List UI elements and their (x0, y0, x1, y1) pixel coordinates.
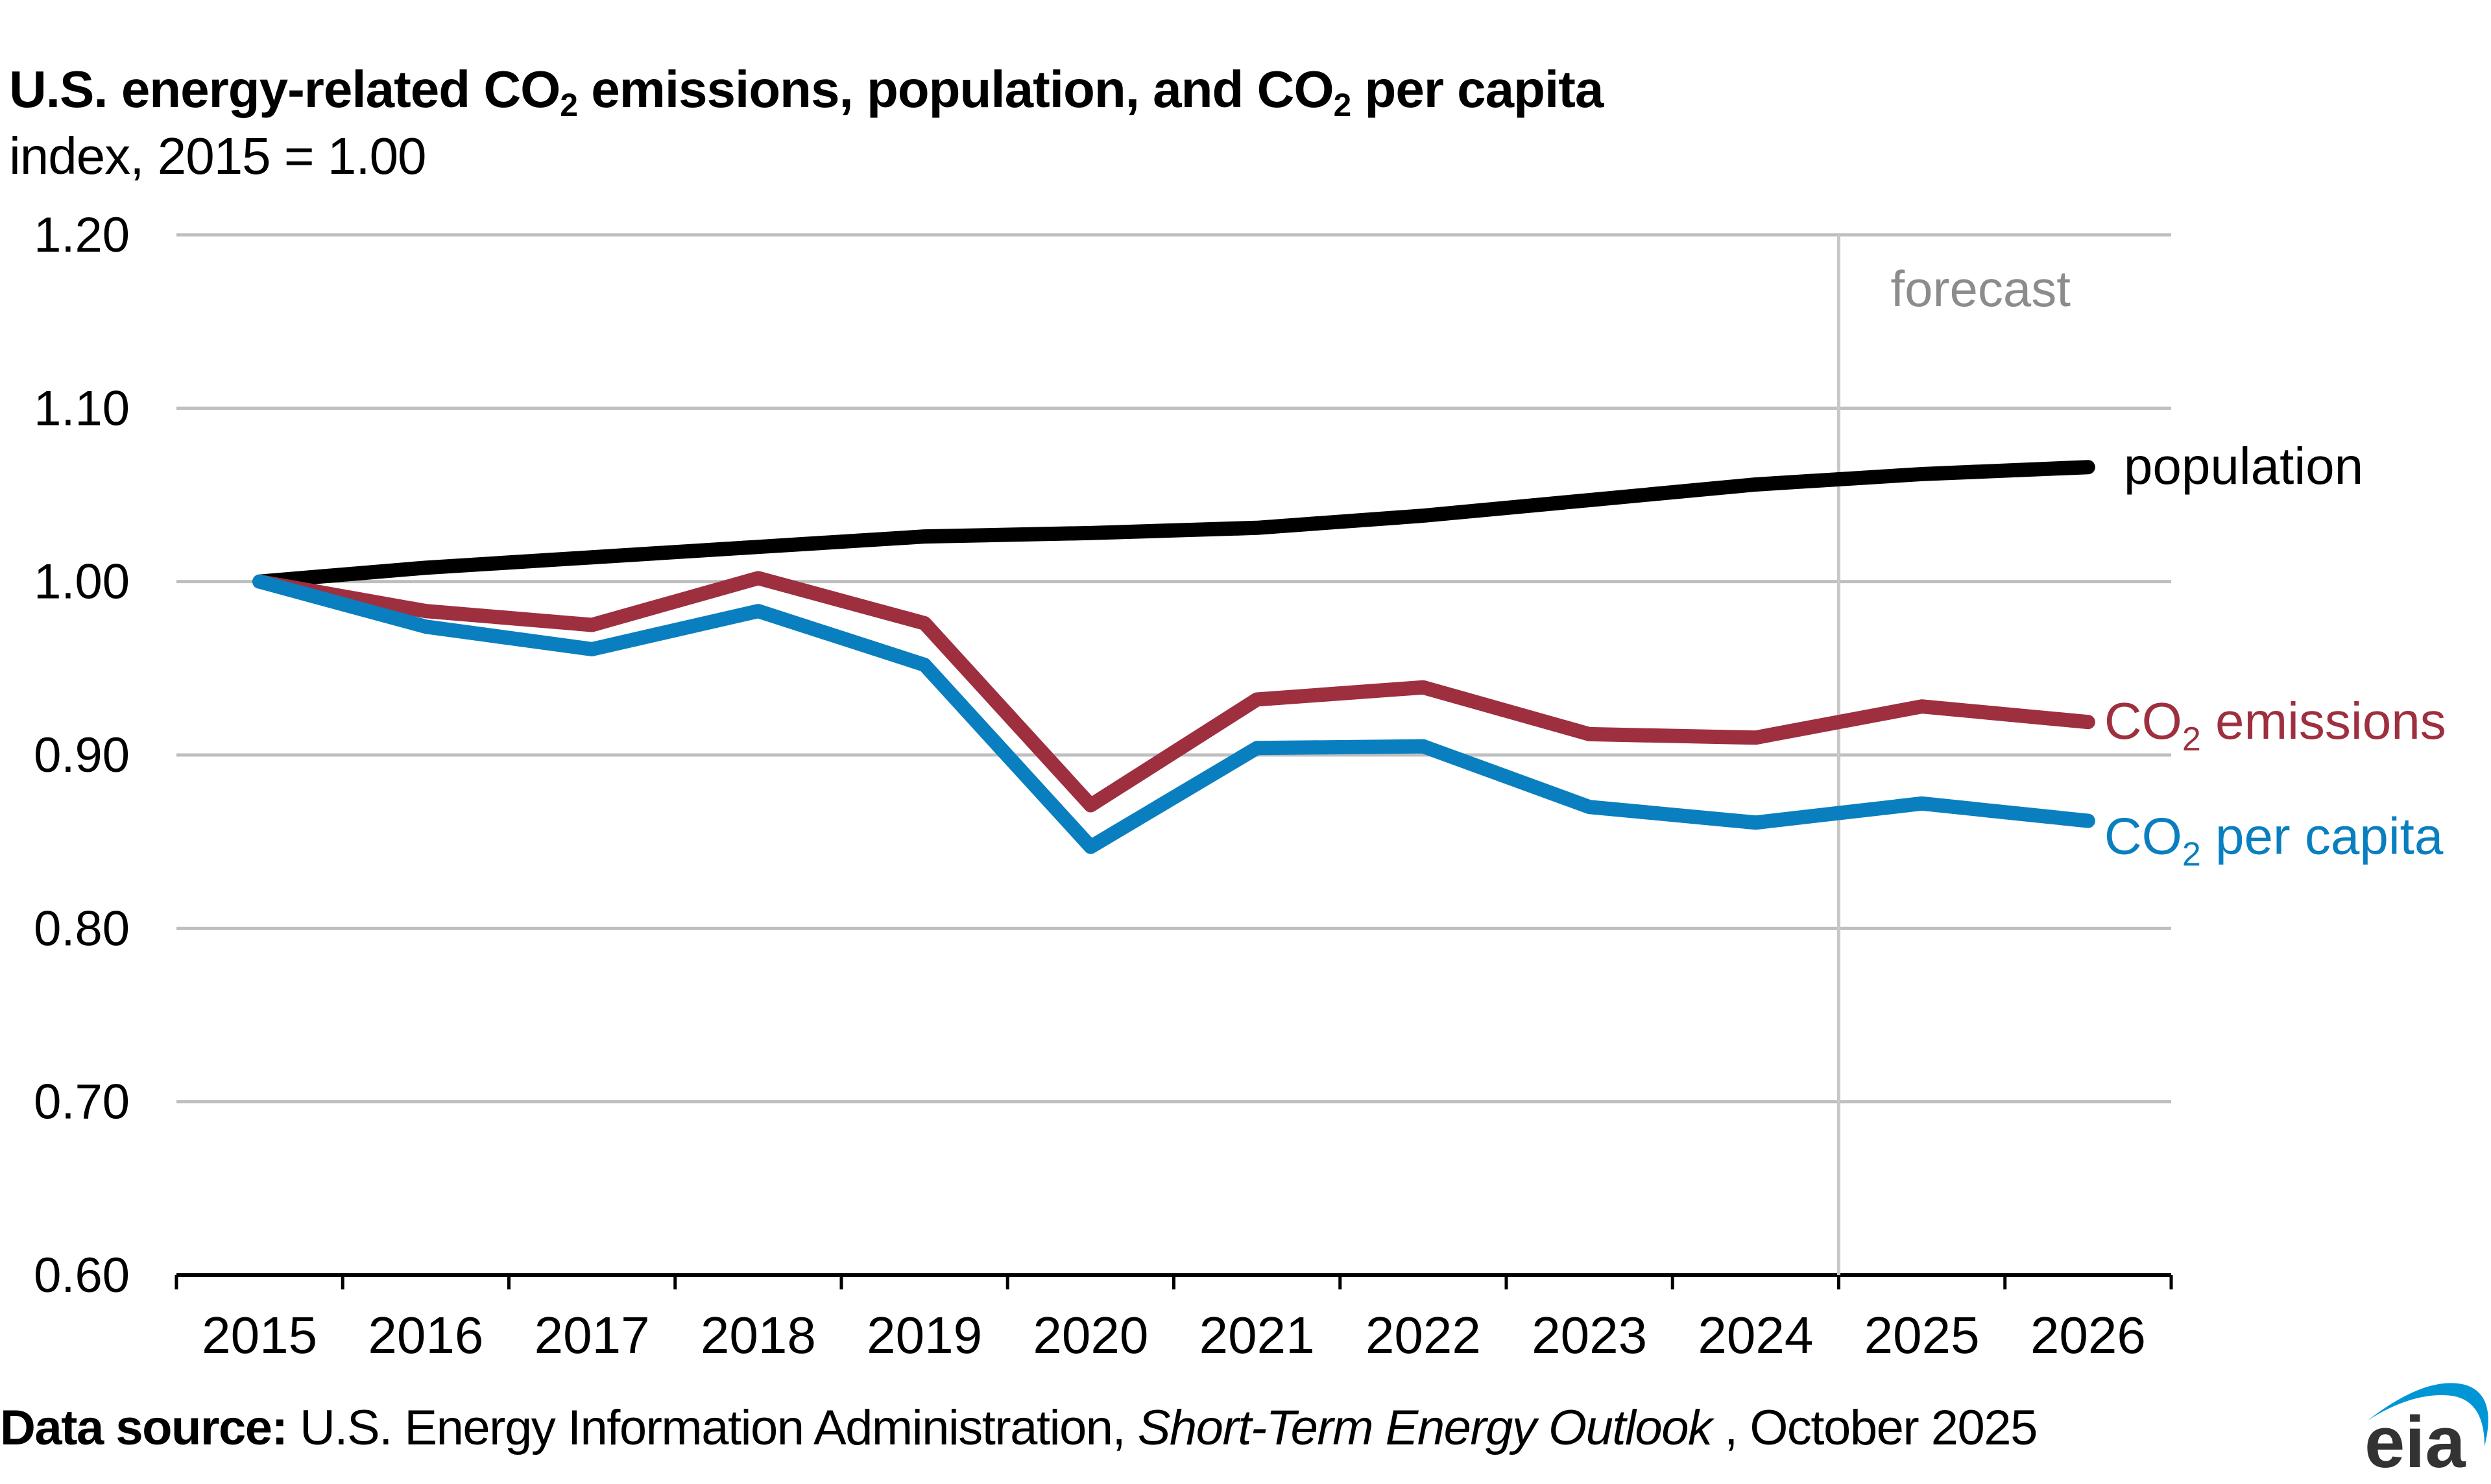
title-text: U.S. energy-related CO (9, 60, 560, 118)
y-tick-label: 0.80 (34, 901, 130, 956)
series-label: CO2 emissions (2104, 692, 2446, 758)
x-tick-label: 2023 (1532, 1306, 1647, 1364)
x-tick-label: 2016 (368, 1306, 483, 1364)
x-tick-label: 2020 (1033, 1306, 1148, 1364)
y-axis-ticks: 1.20 1.10 1.00 0.90 0.80 0.70 0.60 (34, 208, 130, 1303)
x-tick-label: 2021 (1199, 1306, 1315, 1364)
title-text: per capita (1351, 60, 1604, 118)
series-lines (252, 460, 2095, 854)
y-tick-label: 0.90 (34, 728, 130, 783)
gridlines (176, 233, 2171, 1104)
footer-source: U.S. Energy Information Administration, (287, 1400, 1138, 1455)
x-tick-label: 2026 (2030, 1306, 2146, 1364)
x-axis: 2015 2016 2017 2018 2019 2020 2021 2022 2023 2024… (174, 1273, 2173, 1364)
data-source-footer: Data source: U.S. Energy Information Adm… (0, 1400, 2038, 1456)
x-tick-label: 2017 (535, 1306, 650, 1364)
x-tick-label: 2018 (701, 1306, 816, 1364)
series-labels: population CO2 emissions CO2 per capita (2104, 437, 2446, 873)
y-tick-label: 1.20 (34, 208, 130, 263)
series-label: CO2 per capita (2104, 808, 2444, 874)
footer-label: Data source: (0, 1400, 288, 1455)
forecast-label: forecast (1891, 260, 2071, 317)
title-text: emissions, population, and CO (577, 60, 1334, 118)
series-line-population (252, 460, 2095, 589)
title-subscript: 2 (1333, 86, 1352, 123)
x-tick-label: 2015 (202, 1306, 317, 1364)
y-tick-label: 1.00 (34, 555, 130, 610)
chart-subtitle: index, 2015 = 1.00 (9, 127, 427, 185)
forecast-divider: forecast (1837, 235, 2071, 1275)
title-subscript: 2 (560, 86, 578, 123)
y-tick-label: 0.60 (34, 1248, 130, 1303)
footer-date: , October 2025 (1711, 1400, 2038, 1455)
x-tick-label: 2022 (1366, 1306, 1481, 1364)
x-tick-label: 2024 (1698, 1306, 1813, 1364)
eia-logo: eia (2365, 1383, 2488, 1479)
series-line-co2-per-capita (252, 574, 2095, 854)
chart-title: U.S. energy-related CO2 emissions, popul… (9, 60, 1604, 121)
logo-arc-icon (2368, 1383, 2488, 1446)
series-line-co2-emissions (252, 571, 2095, 813)
y-tick-label: 0.70 (34, 1075, 130, 1130)
footer-publication: Short-Term Energy Outlook (1137, 1400, 1713, 1455)
y-tick-label: 1.10 (34, 381, 130, 436)
x-tick-label: 2025 (1864, 1306, 1980, 1364)
x-tick-label: 2019 (867, 1306, 982, 1364)
series-label: population (2124, 437, 2363, 495)
logo-text: eia (2365, 1402, 2466, 1479)
